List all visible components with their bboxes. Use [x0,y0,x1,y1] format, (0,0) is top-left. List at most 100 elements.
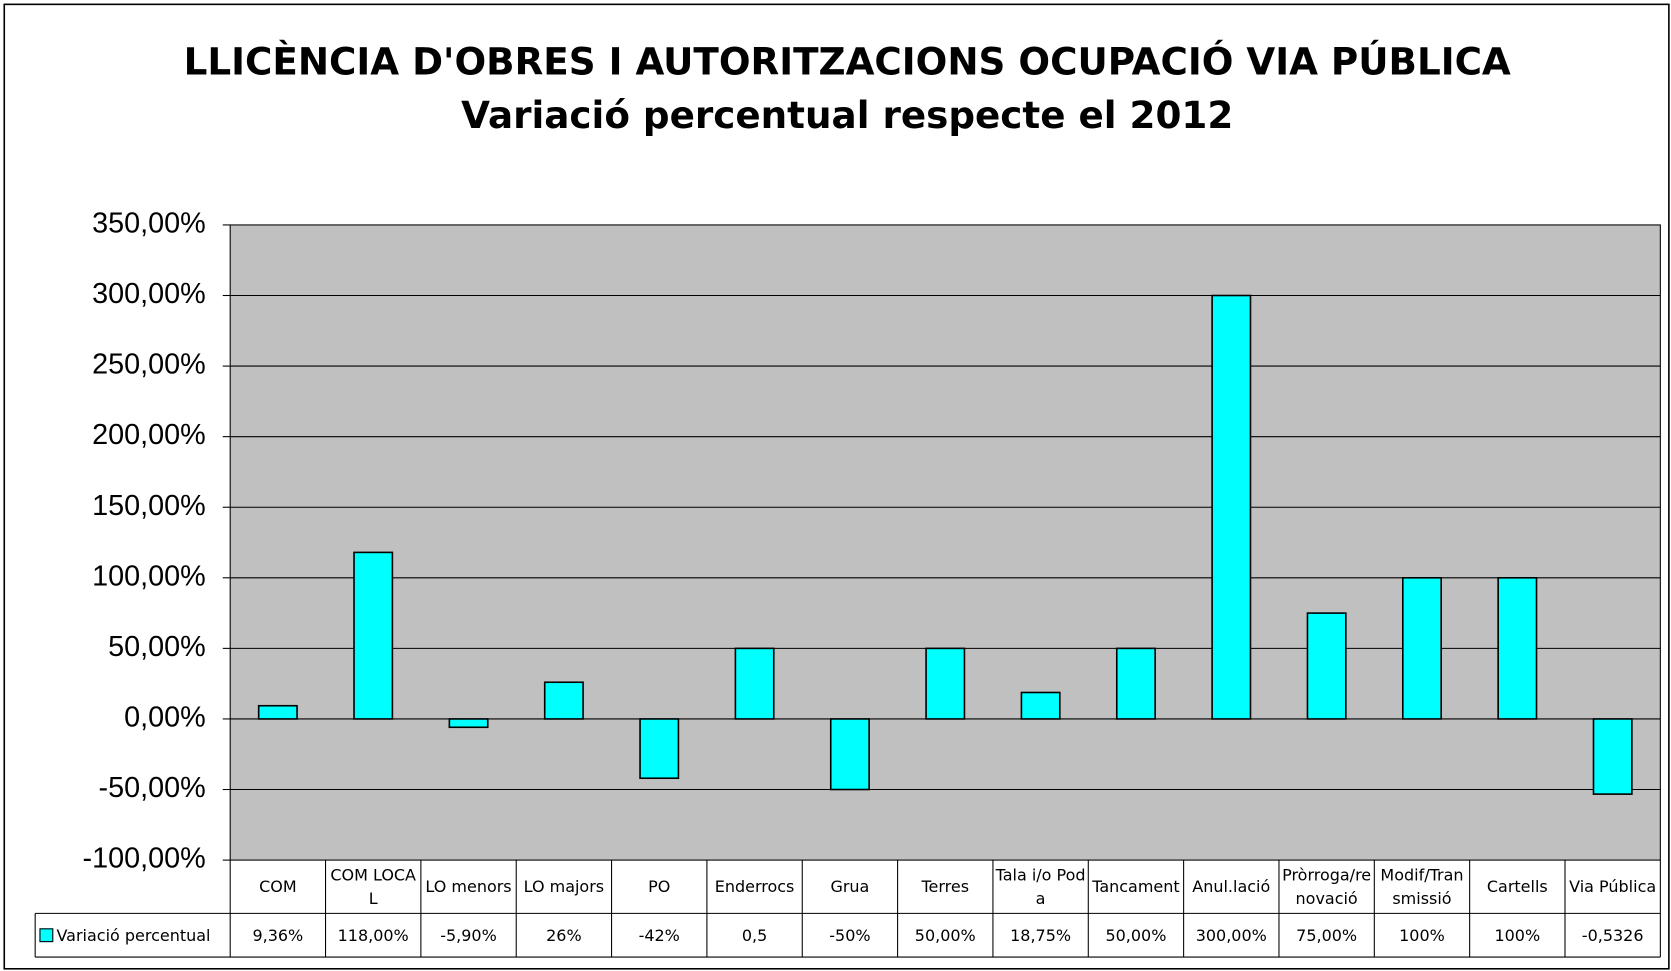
x-tick-label: LO majors [516,860,611,913]
x-tick-label-box: LO majors [516,860,611,913]
bar [829,718,870,791]
bar [543,681,584,720]
data-label-box: -0,5326 [1565,913,1660,957]
y-tick-label: 100,00% [92,560,206,592]
x-tick-label: Modif/Transmissió [1374,860,1469,913]
x-tick-label: Tancament [1088,860,1183,913]
x-tick-label: LO menors [421,860,516,913]
data-label-text: 100% [1494,925,1541,945]
data-label: -5,90% [421,913,516,957]
data-label-box: -5,90% [421,913,516,957]
bar [1211,294,1252,720]
x-tick-label: Via Pública [1565,860,1660,913]
chart-subtitle: Variació percentual respecte el 2012 [461,93,1233,137]
data-label: -50% [802,913,897,957]
x-tick-label-text: Modif/Transmissió [1380,865,1464,909]
x-tick-label-text: Terres [921,877,970,897]
x-tick-label-text: LO majors [523,877,605,897]
x-tick-label: Pròrroga/renovació [1279,860,1374,913]
data-label-text: 75,00% [1296,925,1358,945]
x-tick-label-box: Terres [921,877,970,897]
data-label-text: -42% [638,925,680,945]
bar [353,551,394,720]
data-label-text: -0,5326 [1581,925,1644,945]
data-label-text: 50,00% [914,925,976,945]
data-label-box: -42% [638,925,680,945]
legend-swatch [39,928,54,943]
bar [639,718,680,780]
chart-title: LLICÈNCIA D'OBRES I AUTORITZACIONS OCUPA… [184,40,1511,84]
x-tick-label: Enderrocs [707,860,802,913]
data-label: 75,00% [1279,913,1374,957]
x-tick-label-box: LO menors [421,860,516,913]
bar [925,647,966,720]
data-label-text: 18,75% [1010,925,1072,945]
data-label-text: 0,5 [741,925,768,945]
x-tick-label-text: Tancament [1092,877,1180,897]
x-tick-label-text: LO menors [425,877,512,897]
bar [1020,691,1061,720]
data-label-text: 118,00% [337,925,409,945]
data-label-text: -50% [829,925,871,945]
x-tick-label-text: COM LOCAL [330,865,417,909]
x-tick-label-text: Grua [830,877,870,897]
x-tick-label-box: Cartells [1486,877,1548,897]
x-tick-label: Anul.lació [1184,860,1279,913]
data-label: 18,75% [993,913,1088,957]
data-label: 100% [1374,913,1469,957]
x-tick-label-box: Tancament [1088,860,1183,913]
data-label: -0,5326 [1565,913,1660,957]
y-tick-label: 250,00% [92,349,206,381]
x-tick-label: PO [612,860,707,913]
x-tick-label-box: COM LOCAL [330,865,417,909]
legend-entry-box: Variació percentual [39,925,211,945]
y-tick-label: -50,00% [99,772,206,804]
data-label: 50,00% [898,913,993,957]
data-label: 100% [1470,913,1565,957]
x-tick-label-box: Anul.lació [1184,860,1279,913]
y-tick-label: 50,00% [108,631,206,663]
data-label-text: 300,00% [1195,925,1267,945]
data-label: 0,5 [707,913,802,957]
bar [1402,577,1442,720]
x-tick-label-box: Tala i/o Poda [993,860,1088,913]
x-tick-label-text: Enderrocs [714,877,795,897]
x-tick-label: Tala i/o Poda [993,860,1088,913]
x-tick-label-box: Enderrocs [707,860,802,913]
x-tick-label-box: COM [230,860,325,913]
x-tick-label-box: Via Pública [1565,860,1660,913]
data-label-box: 100% [1470,913,1565,957]
bar [1592,718,1633,795]
x-tick-label: COM [230,860,325,913]
data-label-text: 50,00% [1105,925,1167,945]
x-tick-label-text: Pròrroga/renovació [1282,865,1372,909]
x-tick-label-text: Cartells [1486,877,1548,897]
x-tick-label: Grua [802,860,897,913]
data-label: 118,00% [326,913,421,957]
bar [1306,612,1347,720]
x-tick-label-text: PO [648,877,671,897]
data-label-box: 50,00% [1105,925,1167,945]
y-tick-label: 0,00% [124,702,206,734]
data-label-box: 100% [1374,913,1469,957]
data-label: 300,00% [1184,913,1279,957]
data-label-box: 118,00% [326,913,421,957]
x-tick-label-box: Pròrroga/renovació [1279,860,1374,913]
x-tick-label-box: Grua [802,860,897,913]
data-label-text: 9,36% [252,925,304,945]
bar [1497,577,1538,720]
data-label-box: 9,36% [230,913,325,957]
bar [734,647,775,720]
bar [1115,647,1156,720]
data-label-box: 50,00% [898,913,993,957]
bar [257,704,298,720]
legend-label: Variació percentual [56,925,211,945]
data-label-text: 100% [1399,925,1445,945]
data-label: 9,36% [230,913,325,957]
y-tick-label: 200,00% [92,419,206,451]
data-label: 26% [516,913,611,957]
y-tick-label: 350,00% [92,208,206,240]
data-label-box: 18,75% [993,913,1088,957]
